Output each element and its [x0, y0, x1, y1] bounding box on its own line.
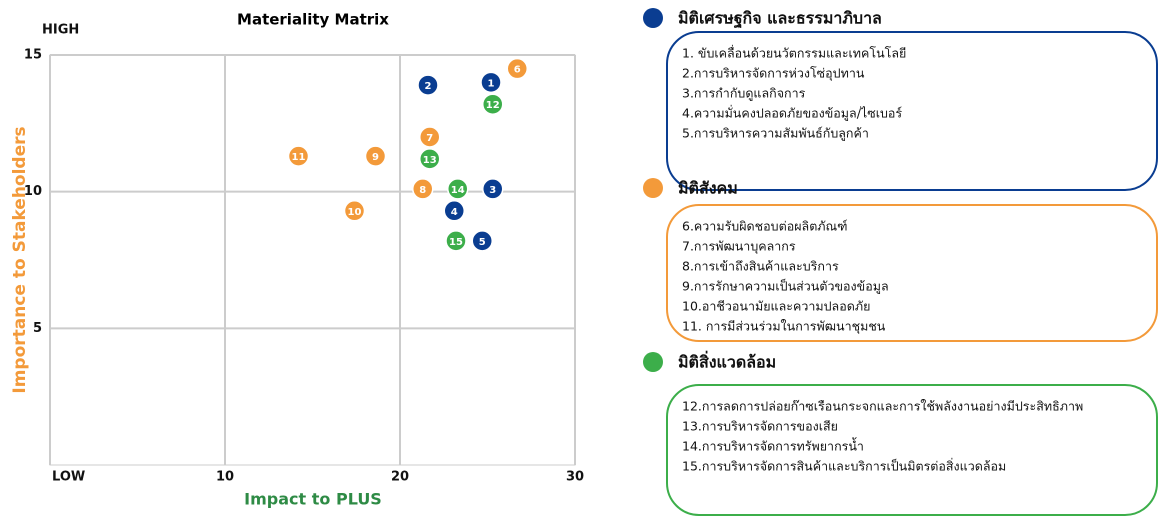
legend-item: 12.การลดการปล่อยก๊าซเรือนกระจกและการใช้พ… — [682, 399, 1083, 414]
y-tick-label: 15 — [24, 48, 42, 63]
point-label: 5 — [479, 237, 486, 248]
point-label: 12 — [486, 100, 500, 111]
point — [419, 126, 441, 148]
legend-item: 13.การบริหารจัดการของเสีย — [682, 419, 838, 434]
point — [447, 178, 469, 200]
y-tick-label: 5 — [33, 321, 42, 336]
point-label: 11 — [292, 152, 306, 163]
point — [412, 178, 434, 200]
legend-item: 10.อาชีวอนามัยและความปลอดภัย — [682, 299, 870, 314]
legend-item: 6.ความรับผิดชอบต่อผลิตภัณฑ์ — [682, 219, 848, 234]
legend-box — [666, 31, 1158, 191]
plot-frame — [49, 54, 576, 466]
legend-box — [666, 204, 1158, 342]
legend-dot — [643, 352, 663, 372]
legend-item: 14.การบริหารจัดการทรัพยากรน้ำ — [682, 437, 864, 454]
point-label: 8 — [419, 185, 426, 196]
point-label: 7 — [426, 133, 433, 144]
point-label: 10 — [348, 207, 362, 218]
x-tick-label: 30 — [566, 470, 584, 485]
point — [506, 57, 528, 80]
legend-item: 4.ความมั่นคงปลอดภัยของข้อมูล/ไซเบอร์ — [682, 105, 902, 122]
point-label: 4 — [451, 207, 458, 218]
legend-heading: มิติสังคม — [678, 179, 738, 198]
point-label: 6 — [514, 65, 521, 76]
legend-item: 3.การกำกับดูแลกิจการ — [682, 86, 806, 102]
point-label: 15 — [449, 237, 463, 248]
legend-item: 2.การบริหารจัดการห่วงโซ่อุปทาน — [682, 66, 865, 82]
point-label: 3 — [489, 185, 496, 196]
point-label: 2 — [425, 81, 432, 92]
point — [480, 71, 502, 94]
x-axis-label: Impact to PLUS — [244, 490, 382, 509]
point — [482, 93, 504, 115]
point — [364, 145, 387, 167]
legend-dot — [643, 178, 663, 198]
legend-item: 7.การพัฒนาบุคลากร — [682, 239, 796, 255]
point — [419, 148, 441, 170]
point-label: 13 — [423, 155, 437, 166]
legend-item: 11. การมีส่วนร่วมในการพัฒนาชุมชน — [682, 319, 886, 335]
y-top-label: HIGH — [42, 23, 79, 38]
legend-dot — [643, 8, 663, 28]
legend-item: 5.การบริหารความสัมพันธ์กับลูกค้า — [682, 126, 869, 142]
legend-item: 15.การบริหารจัดการสินค้าและบริการเป็นมิต… — [682, 458, 1006, 474]
legend-item: 8.การเข้าถึงสินค้าและบริการ — [682, 259, 839, 274]
point-label: 9 — [372, 152, 379, 163]
point-label: 1 — [488, 78, 495, 89]
point — [482, 178, 504, 200]
legend-item: 1. ขับเคลื่อนด้วยนวัตกรรมและเทคโนโลยี — [682, 45, 906, 61]
point — [417, 74, 439, 96]
point — [343, 200, 366, 222]
x-tick-label: 20 — [391, 470, 409, 485]
legend-heading: มิติเศรษฐกิจ และธรรมาภิบาล — [678, 9, 882, 29]
y-axis-label: Importance to Stakeholders — [10, 126, 30, 393]
x-tick-label: LOW — [52, 470, 85, 485]
point — [471, 230, 493, 252]
point — [287, 145, 310, 167]
x-tick-label: 10 — [216, 470, 234, 485]
chart-title: Materiality Matrix — [237, 11, 389, 29]
point — [443, 200, 465, 222]
legend-item: 9.การรักษาความเป็นส่วนตัวของข้อมูล — [682, 279, 889, 295]
legend-heading: มิติสิ่งแวดล้อม — [678, 351, 776, 372]
y-tick-label: 10 — [24, 184, 42, 199]
point — [445, 230, 467, 252]
point-label: 14 — [451, 185, 465, 196]
legend-box — [666, 384, 1158, 516]
